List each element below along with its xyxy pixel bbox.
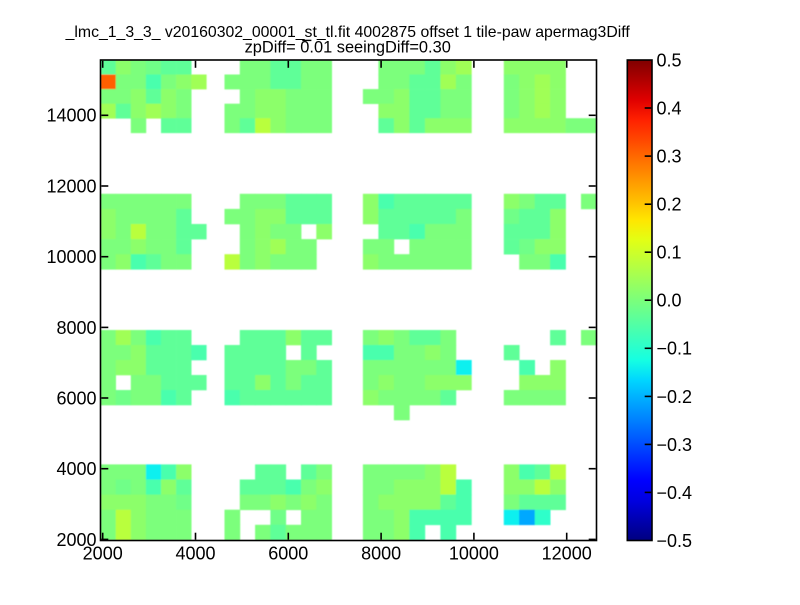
svg-text:12000: 12000	[542, 544, 592, 564]
svg-text:8000: 8000	[361, 544, 401, 564]
svg-text:2000: 2000	[56, 530, 96, 550]
svg-text:_lmc_1_3_3_ v20160302_00001_st: _lmc_1_3_3_ v20160302_00001_st_tl.fit 40…	[65, 24, 631, 41]
svg-text:0.4: 0.4	[657, 98, 682, 118]
svg-text:12000: 12000	[46, 176, 96, 196]
svg-text:0.1: 0.1	[657, 243, 682, 263]
svg-text:0.0: 0.0	[657, 291, 682, 311]
svg-text:−0.2: −0.2	[657, 387, 693, 407]
svg-text:0.5: 0.5	[657, 50, 682, 70]
svg-text:−0.3: −0.3	[657, 435, 693, 455]
svg-text:zpDiff= 0.01 seeingDiff=0.30: zpDiff= 0.01 seeingDiff=0.30	[245, 38, 451, 56]
svg-text:−0.4: −0.4	[657, 483, 693, 503]
svg-text:6000: 6000	[268, 544, 308, 564]
svg-text:4000: 4000	[175, 544, 215, 564]
svg-text:0.2: 0.2	[657, 195, 682, 215]
svg-text:6000: 6000	[56, 388, 96, 408]
svg-text:−0.5: −0.5	[657, 531, 693, 551]
svg-text:10000: 10000	[46, 247, 96, 267]
svg-text:0.3: 0.3	[657, 147, 682, 167]
svg-text:−0.1: −0.1	[657, 339, 693, 359]
svg-text:8000: 8000	[56, 318, 96, 338]
svg-text:14000: 14000	[46, 106, 96, 126]
svg-text:2000: 2000	[83, 544, 123, 564]
svg-text:4000: 4000	[56, 459, 96, 479]
svg-text:10000: 10000	[449, 544, 499, 564]
